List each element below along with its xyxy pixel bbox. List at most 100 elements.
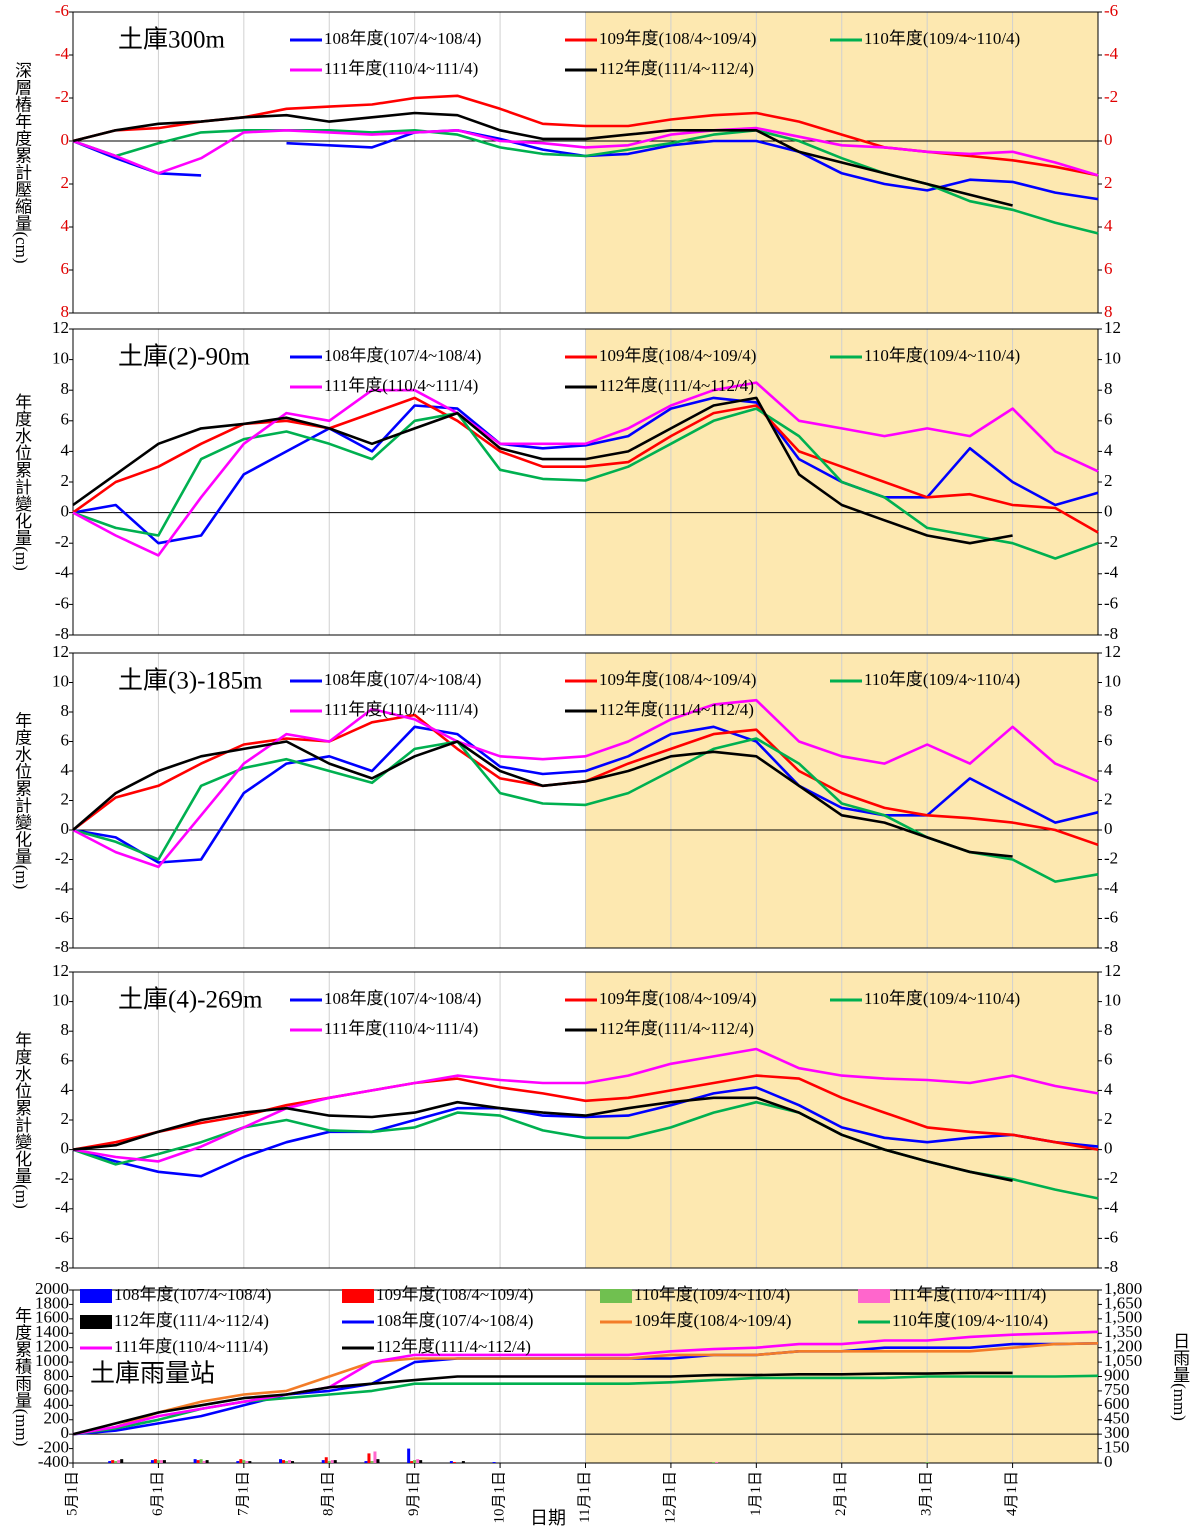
y2-tick-label: 10 — [1104, 349, 1121, 368]
y-tick-label: 1000 — [35, 1351, 69, 1370]
y-tick-label: 2 — [61, 471, 70, 490]
series-line — [72, 1086, 1099, 1178]
y2-tick-label: -8 — [1104, 1257, 1118, 1276]
rain-bar — [324, 1457, 328, 1463]
series-line — [72, 1047, 1099, 1163]
series-line — [72, 1074, 1099, 1151]
series-line — [72, 111, 1013, 207]
y-tick-label: -200 — [38, 1437, 69, 1456]
y2-tick-label: 750 — [1104, 1380, 1130, 1399]
y2-tick-label: 2 — [1104, 173, 1113, 192]
y2-tick-label: 600 — [1104, 1394, 1130, 1413]
y2-tick-label: 1,200 — [1104, 1337, 1142, 1356]
rain-bar — [330, 1460, 334, 1463]
rain-bar — [925, 1462, 929, 1463]
y2-tick-label: 900 — [1104, 1365, 1130, 1384]
y-tick-label: 0 — [61, 130, 70, 149]
y2-tick-label: 1,500 — [1104, 1308, 1142, 1327]
legend-label: 108年度(107/4~108/4) — [324, 989, 481, 1008]
legend-swatch — [80, 1315, 112, 1329]
rain-bar — [202, 1461, 206, 1463]
rain-bar — [159, 1460, 163, 1463]
rain-bar — [285, 1461, 289, 1463]
y-tick-label: -400 — [38, 1452, 69, 1471]
y2-tick-label: 0 — [1104, 502, 1113, 521]
rain-bar — [419, 1460, 423, 1463]
y-tick-label: 2 — [61, 789, 70, 808]
series-line — [72, 126, 1099, 177]
legend-label: 112年度(111/4~112/4) — [114, 1311, 269, 1330]
y-tick-label: -6 — [55, 1227, 69, 1246]
y2-tick-label: 1,350 — [1104, 1322, 1142, 1341]
y2-tick-label: 0 — [1104, 819, 1113, 838]
rain-bar — [153, 1459, 157, 1463]
rain-bar — [239, 1459, 243, 1463]
x-tick-label: 1月1日 — [748, 1471, 764, 1516]
panel-title: 土庫(4)-269m — [118, 986, 263, 1014]
y-tick-label: -6 — [55, 907, 69, 926]
legend-label: 110年度(109/4~110/4) — [892, 1311, 1048, 1330]
y-tick-label: 6 — [61, 259, 70, 278]
y2-tick-label: -6 — [1104, 593, 1118, 612]
panel-title: 土庫(2)-90m — [118, 343, 250, 371]
legend-label: 111年度(110/4~111/4) — [324, 1019, 478, 1038]
legend-swatch — [80, 1289, 112, 1303]
rain-bar — [492, 1462, 496, 1463]
y2-tick-label: 10 — [1104, 671, 1121, 690]
y2-tick-label: 6 — [1104, 1050, 1113, 1069]
y2-tick-label: 2 — [1104, 471, 1113, 490]
y-tick-label: 0 — [61, 1139, 70, 1158]
rain-bar — [416, 1459, 420, 1463]
y-tick-label: -6 — [55, 593, 69, 612]
y-axis-label: 年度水位累計變化量(m) — [12, 393, 32, 571]
y-tick-label: 800 — [44, 1365, 70, 1384]
series-line — [72, 1371, 1013, 1436]
legend-label: 112年度(111/4~112/4) — [599, 1019, 754, 1038]
y2-tick-label: 4 — [1104, 216, 1113, 235]
y2-tick-label: -2 — [1104, 532, 1118, 551]
y-tick-label: 400 — [44, 1394, 70, 1413]
y2-tick-label: -6 — [1104, 907, 1118, 926]
rain-bar — [156, 1460, 160, 1463]
plot-frame — [72, 11, 1099, 314]
y-axis-label: 年度累積雨量(mm) — [12, 1307, 32, 1447]
legend-swatch — [600, 1289, 632, 1303]
legend-label: 108年度(107/4~108/4) — [114, 1285, 271, 1304]
rain-bar — [413, 1460, 417, 1463]
y-tick-label: 8 — [61, 701, 70, 720]
y-tick-label: 1800 — [35, 1293, 69, 1312]
legend-label: 110年度(109/4~110/4) — [864, 29, 1020, 48]
y-tick-label: 1600 — [35, 1308, 69, 1327]
y2-tick-label: 6 — [1104, 730, 1113, 749]
y2-tick-label: 12 — [1104, 318, 1121, 337]
x-tick-label: 12月1日 — [662, 1471, 678, 1524]
rain-bar — [248, 1461, 252, 1463]
series-line — [72, 1342, 1099, 1436]
rain-bar — [291, 1461, 295, 1463]
rain-bar — [242, 1460, 246, 1463]
y2-tick-label: 0 — [1104, 1452, 1113, 1471]
legend-label: 109年度(108/4~109/4) — [599, 670, 756, 689]
plot-frame — [72, 971, 1099, 1269]
y-tick-label: 2000 — [35, 1279, 69, 1298]
y-tick-label: 10 — [52, 671, 69, 690]
legend-label: 111年度(110/4~111/4) — [892, 1285, 1046, 1304]
y2-tick-label: 1,050 — [1104, 1351, 1142, 1370]
series-line — [72, 381, 1099, 557]
x-axis-label: 日期 — [530, 1508, 566, 1528]
y2-tick-label: 12 — [1104, 961, 1121, 980]
y-tick-label: 8 — [61, 302, 70, 321]
y2-tick-label: 8 — [1104, 701, 1113, 720]
rain-bar — [108, 1461, 112, 1463]
y-tick-label: -2 — [55, 848, 69, 867]
legend-label: 112年度(111/4~112/4) — [599, 376, 754, 395]
rain-bar — [117, 1460, 121, 1463]
y-tick-label: 12 — [52, 642, 69, 661]
rain-bar — [120, 1459, 124, 1463]
rain-bar — [111, 1460, 115, 1463]
y-tick-label: 200 — [44, 1409, 70, 1428]
rain-bar — [327, 1461, 331, 1463]
rain-bar — [410, 1461, 414, 1463]
series-line — [72, 740, 1013, 858]
